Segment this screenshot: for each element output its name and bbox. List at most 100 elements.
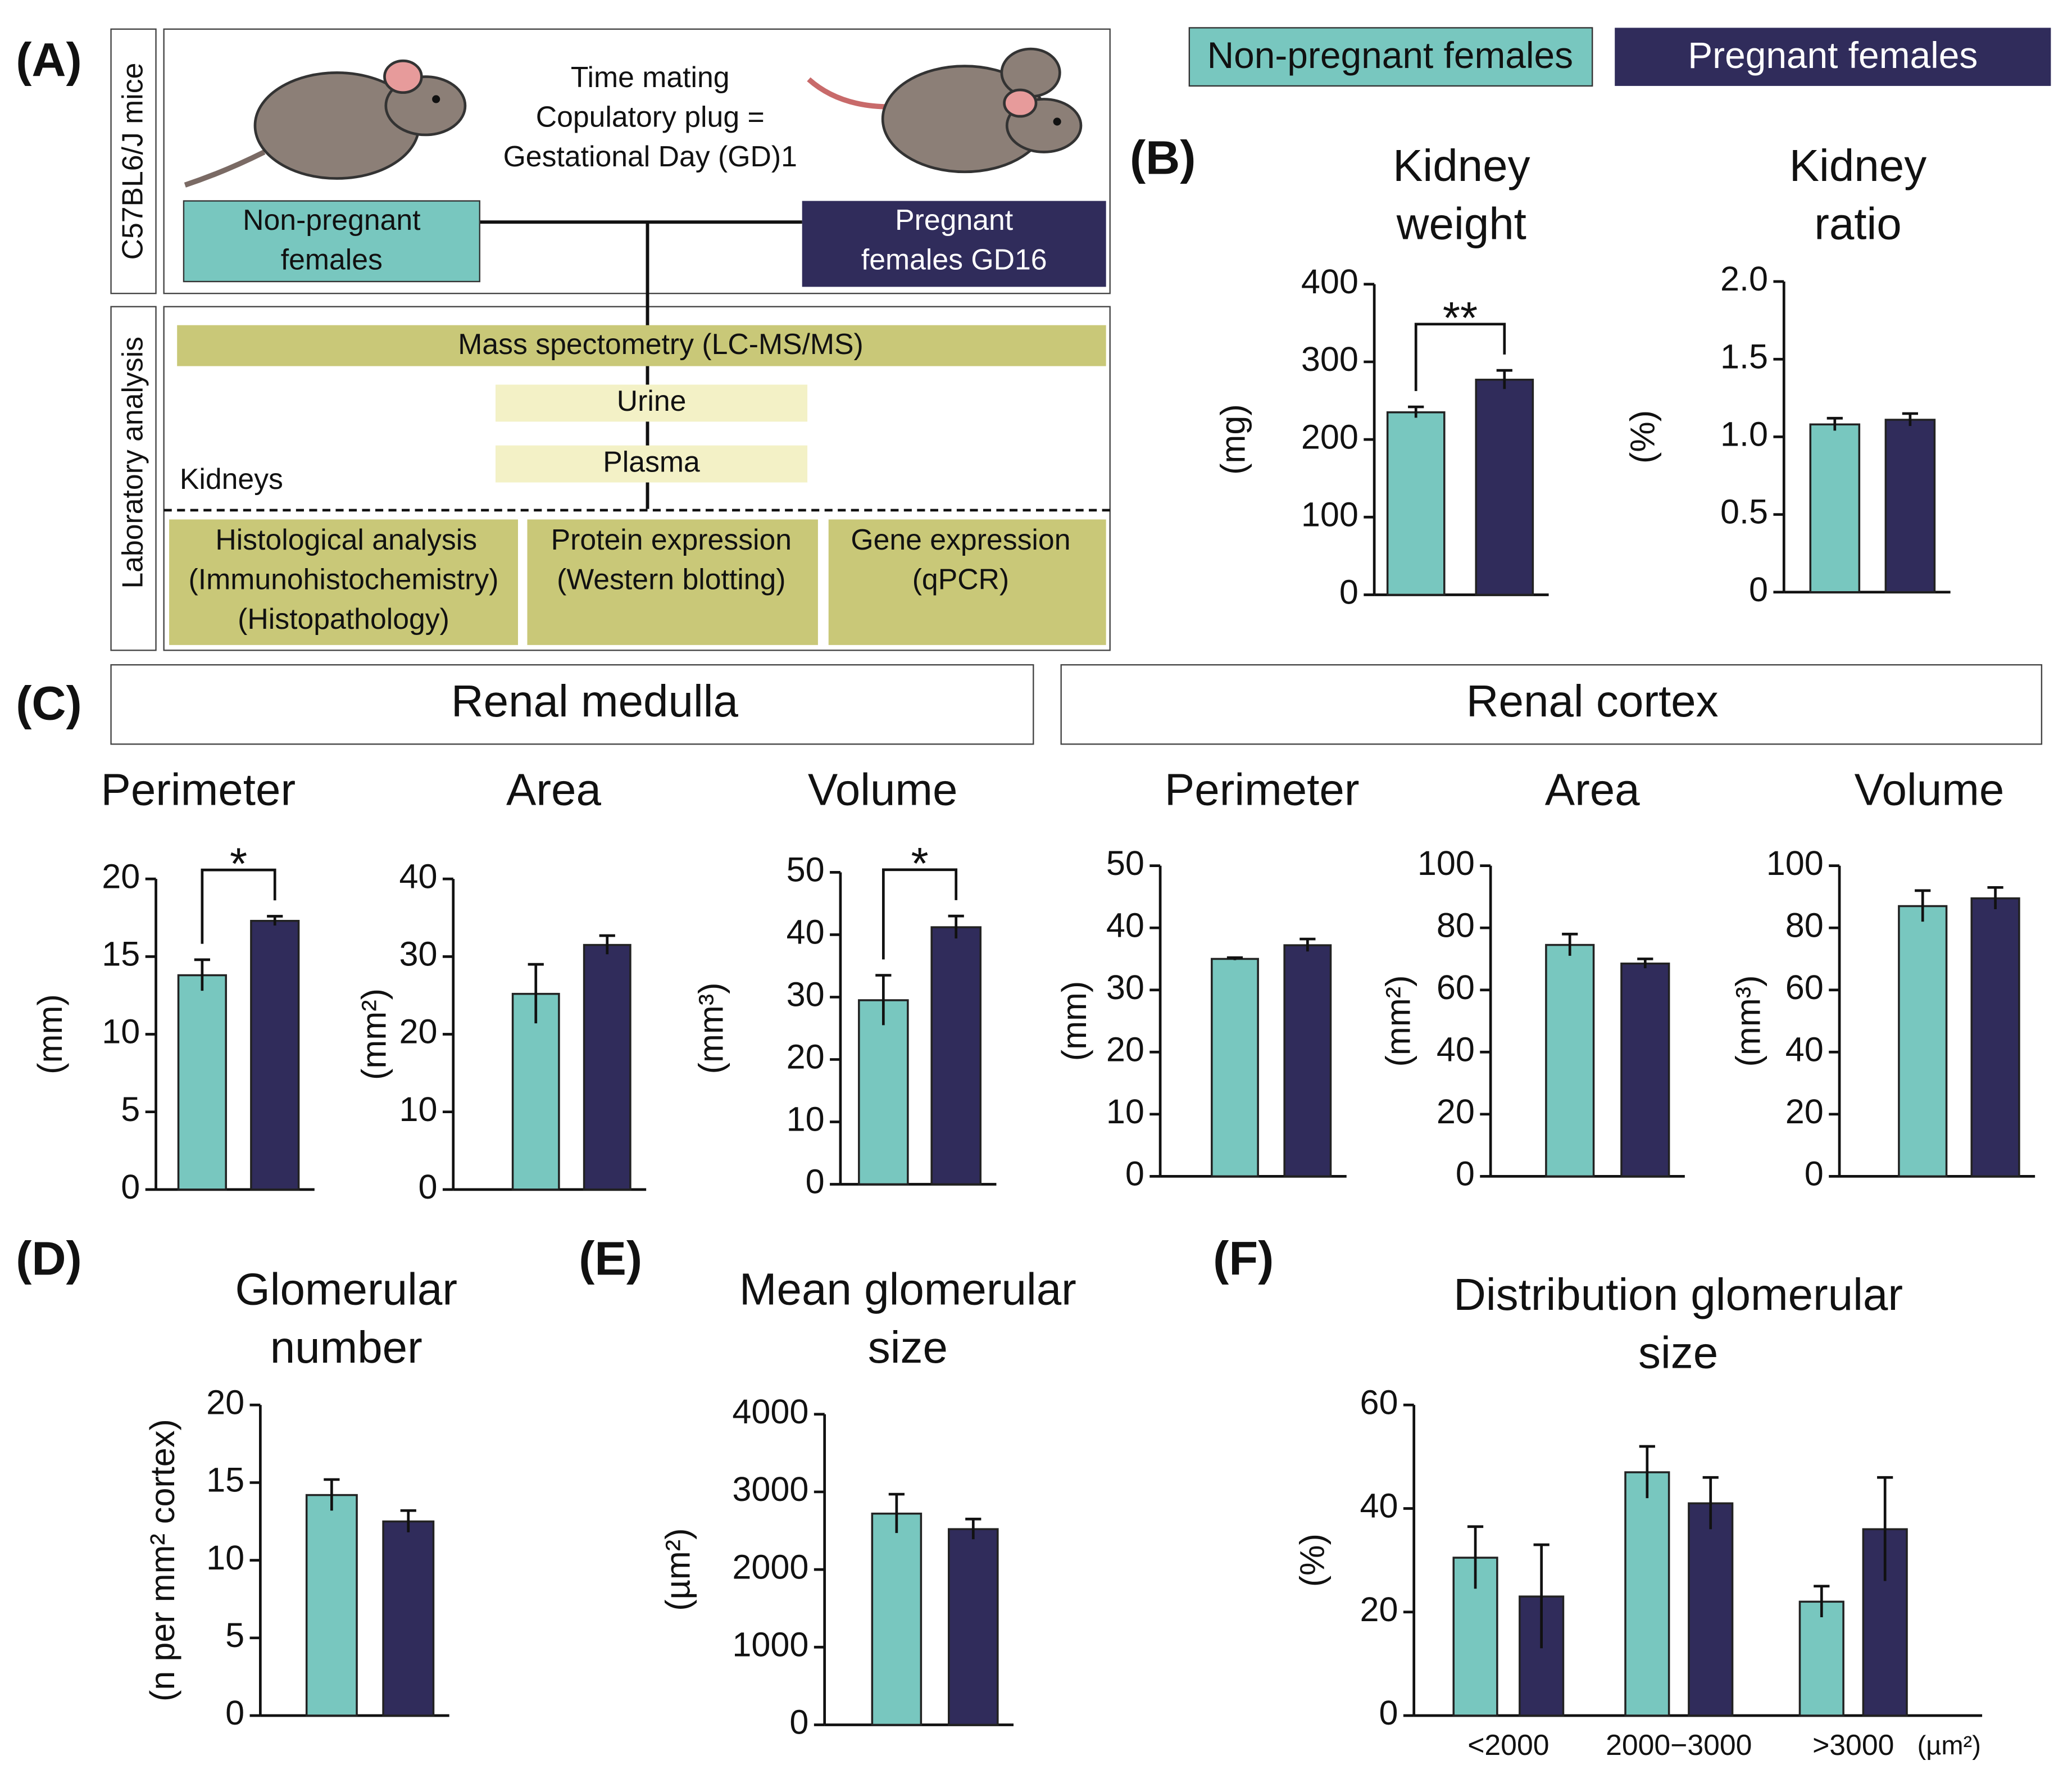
kidneys-text: Kidneys — [180, 462, 283, 495]
sample-text: Urine — [617, 384, 687, 417]
y-tick-label: 0 — [1339, 573, 1358, 611]
y-tick-label: 15 — [206, 1461, 244, 1499]
y-tick-label: 40 — [1106, 906, 1144, 944]
mating-text: Gestational Day (GD)1 — [503, 140, 797, 173]
y-tick-label: 40 — [399, 857, 438, 895]
legend-label: Non-pregnant females — [1207, 34, 1574, 76]
y-axis-label: (µm²) — [658, 1528, 697, 1610]
frame — [163, 28, 1111, 294]
y-tick-label: 20 — [1437, 1092, 1475, 1131]
bar — [871, 1512, 923, 1726]
bar — [1211, 958, 1259, 1178]
chart-title: Perimeter — [1165, 764, 1360, 814]
chart-title: Volume — [1855, 764, 2005, 814]
y-tick-label: 30 — [787, 976, 825, 1014]
y-tick-label: 1.0 — [1720, 415, 1768, 453]
bar — [1798, 1600, 1844, 1717]
y-tick-label: 40 — [1785, 1030, 1824, 1068]
y-tick-label: 1000 — [732, 1625, 808, 1663]
bar — [858, 999, 909, 1186]
x-tick-label: <2000 — [1467, 1728, 1549, 1761]
mouse-icon — [807, 47, 1083, 174]
y-tick-label: 4000 — [732, 1392, 808, 1431]
chart-title: size — [1638, 1327, 1718, 1377]
y-tick-label: 15 — [102, 934, 140, 973]
y-tick-label: 5 — [121, 1090, 140, 1128]
group-text: females — [281, 243, 383, 275]
panel-a: C57BL6/J mice Laboratory analysis Time m… — [110, 28, 1111, 651]
y-axis-label: (mm) — [1055, 981, 1093, 1061]
analysis-text: Gene expression — [851, 523, 1070, 556]
y-axis-label: (mm²) — [355, 988, 393, 1080]
y-tick-label: 100 — [1766, 844, 1824, 882]
y-tick-label: 20 — [787, 1038, 825, 1076]
bar — [305, 1494, 358, 1717]
bar — [948, 1528, 999, 1726]
bar — [1624, 1471, 1670, 1717]
bar — [1283, 944, 1332, 1178]
y-tick-label: 0 — [419, 1168, 438, 1206]
y-tick-label: 1.5 — [1720, 337, 1768, 375]
legend-swatch — [1188, 27, 1593, 87]
y-axis-label: (n per mm² cortex) — [143, 1419, 181, 1702]
sample-box — [496, 445, 808, 483]
y-tick-label: 20 — [399, 1013, 438, 1051]
chart-title: Area — [506, 764, 601, 814]
method-box — [177, 325, 1106, 366]
side-label: C57BL6/J mice — [116, 63, 149, 260]
y-tick-label: 0 — [1456, 1155, 1475, 1193]
sample-text: Plasma — [603, 445, 700, 478]
y-tick-label: 60 — [1437, 968, 1475, 1006]
chart-title: Glomerular — [235, 1264, 457, 1314]
analysis-box — [828, 519, 1106, 645]
y-tick-label: 0 — [121, 1168, 140, 1206]
analysis-text: (Immunohistochemistry) — [189, 563, 499, 596]
section-box — [1060, 664, 2043, 745]
frame — [110, 306, 157, 651]
y-tick-label: 80 — [1437, 906, 1475, 944]
side-label: Laboratory analysis — [116, 337, 149, 589]
legend-swatch — [1615, 28, 2051, 86]
y-tick-label: 10 — [102, 1013, 140, 1051]
chart-title: Volume — [808, 764, 958, 814]
y-tick-label: 100 — [1301, 495, 1358, 533]
method-text: Mass spectometry (LC-MS/MS) — [458, 328, 864, 360]
significance-bracket — [1414, 323, 1506, 391]
panel-label: (D) — [16, 1232, 82, 1285]
significance-bracket — [201, 868, 276, 944]
y-tick-label: 40 — [1360, 1487, 1398, 1525]
chart-title: size — [868, 1322, 948, 1372]
analysis-text: Protein expression — [551, 523, 792, 556]
bar — [1809, 423, 1861, 593]
chart-title: Mean glomerular — [739, 1264, 1076, 1314]
significance-label: * — [911, 838, 928, 888]
x-tick-label: 2000−3000 — [1606, 1728, 1752, 1761]
y-axis-label: (mm³) — [692, 982, 730, 1074]
chart-title: number — [270, 1322, 422, 1372]
y-tick-label: 20 — [1360, 1590, 1398, 1628]
bar — [1620, 962, 1670, 1178]
y-tick-label: 400 — [1301, 262, 1358, 301]
chart-title: Distribution glomerular — [1453, 1269, 1903, 1319]
analysis-text: (qPCR) — [912, 563, 1009, 596]
y-tick-label: 30 — [399, 934, 438, 973]
bar — [1688, 1502, 1734, 1717]
y-tick-label: 0 — [1125, 1155, 1144, 1193]
y-tick-label: 0 — [1749, 570, 1768, 609]
y-axis-label: (mm³) — [1729, 976, 1767, 1067]
y-axis-label: (%) — [1293, 1534, 1331, 1587]
y-tick-label: 40 — [787, 913, 825, 951]
bar — [1475, 378, 1534, 596]
y-axis-label: (mm²) — [1379, 976, 1417, 1067]
x-axis-unit: (µm²) — [1917, 1730, 1981, 1760]
y-tick-label: 200 — [1301, 418, 1358, 456]
y-tick-label: 2000 — [732, 1548, 808, 1586]
section-title: Renal cortex — [1466, 676, 1719, 726]
significance-bracket — [881, 868, 958, 960]
bar — [1970, 897, 2020, 1178]
bar — [177, 974, 227, 1191]
y-tick-label: 0 — [225, 1694, 244, 1732]
y-tick-label: 0 — [789, 1703, 808, 1741]
